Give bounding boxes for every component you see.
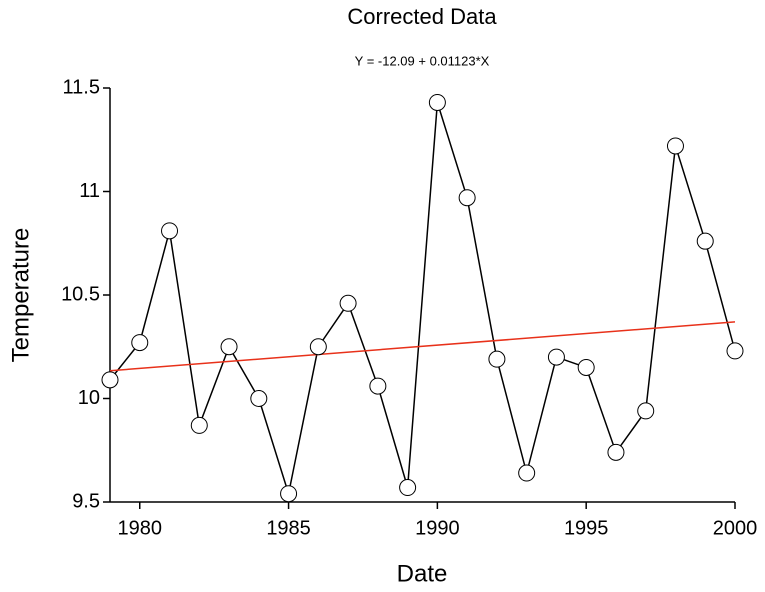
data-point [726,342,744,360]
x-tick-label: 1990 [415,517,460,539]
data-point [131,334,149,352]
data-line [109,102,736,494]
data-point [666,137,684,155]
x-tick-label: 2000 [713,517,758,539]
y-tick-label: 11.5 [63,76,100,98]
y-tick-label: 11 [79,180,100,202]
data-point [101,371,119,389]
data-point [369,377,387,395]
data-point [250,390,268,407]
data-point [696,232,714,250]
data-point [488,350,506,368]
data-point [547,348,565,366]
data-point [339,294,357,312]
data-point [637,402,655,420]
x-tick-label: 1985 [266,517,311,539]
data-point [309,338,327,356]
y-tick-label: 10 [78,387,100,409]
data-point [607,443,625,461]
y-tick-label: 9.5 [72,490,100,512]
x-tick-label: 1995 [564,517,609,539]
data-point [428,93,446,111]
x-axis-title: Date [397,560,448,587]
data-point [220,338,238,356]
chart-title: Corrected Data [347,4,497,29]
data-point [399,479,417,497]
x-tick-label: 1980 [118,517,163,539]
y-axis-title: Temperature [7,228,34,363]
equation: Y = -12.09 + 0.01123*X [355,53,490,68]
data-point [161,222,179,240]
y-tick-label: 10.5 [61,283,100,305]
data-point [190,416,208,434]
data-point [518,464,536,482]
data-point [458,189,476,207]
data-point [280,485,298,503]
data-point [577,358,595,376]
fit-line [109,321,736,372]
